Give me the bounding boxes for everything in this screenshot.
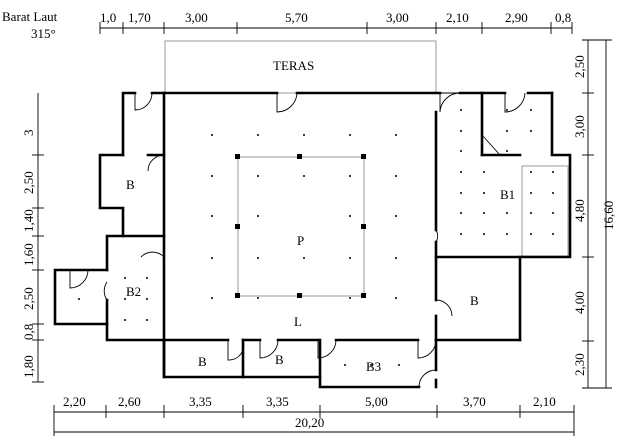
b1-inner-outline (521, 165, 569, 257)
right-dim-4: 4,00 (572, 291, 587, 314)
left-dim-3: 1,40 (21, 209, 36, 232)
room-label-b-left: B (126, 177, 135, 192)
bottom-dim-3: 3,35 (189, 394, 212, 409)
left-dim-1: 3 (21, 130, 36, 137)
room-label-b3: B3 (366, 359, 381, 374)
room-label-b-right: B (470, 293, 479, 308)
door-swings (69, 92, 526, 388)
left-dim-6: 0,8 (21, 324, 36, 340)
bottom-dim-6: 3,70 (463, 394, 486, 409)
top-dim-8: 0,8 (555, 10, 571, 25)
top-dim-5: 3,00 (386, 10, 409, 25)
room-label-b2: B2 (126, 284, 141, 299)
top-dim-4: 5,70 (285, 10, 308, 25)
right-dim-2: 3,00 (572, 115, 587, 138)
left-dim-2: 2,50 (21, 171, 36, 194)
orientation-direction: Barat Laut (2, 9, 58, 24)
walls (53, 91, 572, 389)
orientation-degrees: 315° (31, 26, 56, 41)
top-dim-1: 1,0 (100, 10, 116, 25)
pendopo-outline (237, 156, 365, 297)
top-dim-2: 1,70 (128, 10, 151, 25)
bottom-dim-total: 20,20 (295, 415, 324, 430)
left-dim-4: 1,60 (21, 243, 36, 266)
left-dim-5: 2,50 (21, 287, 36, 310)
right-dimension-chain: 2,50 3,00 4,80 4,00 2,30 16,60 (572, 39, 616, 389)
right-dim-1: 2,50 (572, 55, 587, 78)
room-label-b1: B1 (500, 187, 515, 202)
room-label-teras: TERAS (273, 58, 314, 73)
bottom-dim-4: 3,35 (266, 394, 289, 409)
right-dim-3: 4,80 (572, 199, 587, 222)
bottom-dim-2: 2,60 (118, 394, 141, 409)
pendopo-columns (235, 154, 366, 298)
left-dimension-chain: 3 2,50 1,40 1,60 2,50 0,8 1,80 (21, 93, 44, 383)
dot-grid (78, 109, 554, 366)
bottom-dimension-chain: 2,20 2,60 3,35 3,35 5,00 3,70 2,10 20,20 (53, 394, 575, 436)
room-label-l: L (294, 314, 302, 329)
right-dim-total: 16,60 (601, 201, 616, 230)
bottom-dim-5: 5,00 (365, 394, 388, 409)
top-dim-7: 2,90 (505, 10, 528, 25)
top-dimension-chain: 1,0 1,70 3,00 5,70 3,00 2,10 2,90 0,8 (99, 10, 573, 34)
right-dim-5: 2,30 (572, 353, 587, 376)
bottom-dim-1: 2,20 (63, 394, 86, 409)
room-label-b-bottom-2: B (275, 352, 284, 367)
room-label-b-bottom-1: B (198, 354, 207, 369)
left-dim-7: 1,80 (21, 355, 36, 378)
room-label-pendopo: P (297, 233, 304, 248)
top-dim-3: 3,00 (185, 10, 208, 25)
bottom-dim-7: 2,10 (533, 394, 556, 409)
top-dim-6: 2,10 (446, 10, 469, 25)
